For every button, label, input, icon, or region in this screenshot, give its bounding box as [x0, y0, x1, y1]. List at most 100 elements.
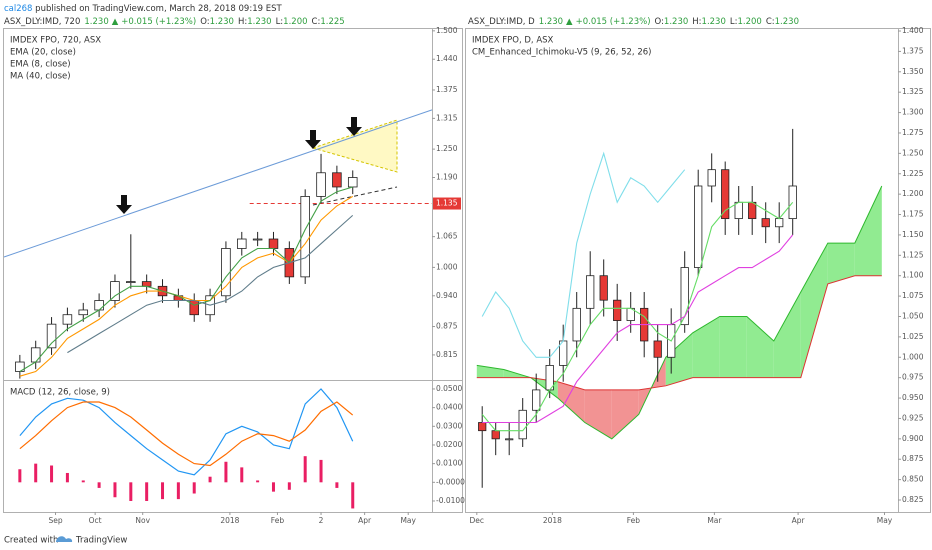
- histogram-bar: [81, 480, 85, 483]
- y-tick-label: 0.925: [902, 413, 924, 422]
- candle-body: [775, 218, 784, 228]
- candle-body: [94, 300, 104, 311]
- y-tick-label: -0.0100: [436, 496, 465, 505]
- cloud-segment: [557, 381, 585, 423]
- candle-body: [748, 201, 757, 220]
- cloud-edge: [476, 185, 883, 440]
- y-tick-label: 0.875: [436, 322, 458, 331]
- y-tick-label: 1.250: [436, 144, 458, 153]
- x-tick-label: Sep: [48, 516, 62, 525]
- y-tick-label: 1.000: [902, 352, 924, 361]
- footer-created: Created with: [4, 536, 58, 546]
- level-label: 1.135: [436, 199, 458, 208]
- x-tick-label: 2018: [220, 516, 239, 525]
- y-tick-label: 1.065: [436, 232, 458, 241]
- indicator-line: [67, 214, 354, 354]
- y-tick-label: 1.175: [902, 210, 924, 219]
- candle-body: [680, 267, 689, 326]
- arrow: [116, 195, 132, 214]
- stat-label: L:: [276, 17, 284, 27]
- y-tick-label: 1.100: [902, 271, 924, 280]
- author[interactable]: cal268: [4, 4, 32, 14]
- candle-body: [252, 238, 263, 241]
- change: +0.015 (+1.23%): [576, 17, 651, 27]
- indicator-line: [481, 151, 686, 358]
- histogram-bar: [192, 482, 196, 494]
- x-tick-label: 2: [319, 516, 324, 525]
- histogram-bar: [287, 482, 291, 490]
- cloud-edge: [476, 275, 882, 391]
- arrow: [346, 117, 362, 136]
- stat-value: 1.230: [664, 17, 688, 27]
- y-tick-label: 1.275: [902, 128, 924, 137]
- legend-entry: EMA (8, close): [10, 60, 71, 70]
- candle-body: [347, 177, 358, 188]
- y-tick-label: 0.900: [902, 434, 924, 443]
- y-tick-label: 1.375: [902, 46, 924, 55]
- candle-body: [694, 185, 703, 268]
- histogram-bar: [224, 461, 228, 483]
- macd-line: [19, 401, 354, 467]
- candle-body: [332, 172, 342, 188]
- candle-body: [478, 422, 487, 432]
- symbol-line: ASX_DLY:IMD, D 1.230 ▲ +0.015 (+1.23%) O:1.2…: [468, 17, 799, 27]
- trendline: [3, 109, 433, 258]
- stat-value: 1.230: [247, 17, 271, 27]
- candle-body: [599, 275, 608, 301]
- y-tick-label: 0.0500: [436, 384, 462, 393]
- histogram-bar: [351, 482, 355, 509]
- stat-label: O:: [655, 17, 664, 27]
- candle-body: [30, 347, 41, 363]
- y-tick-label: 1.300: [902, 108, 924, 117]
- candle-body: [316, 172, 326, 197]
- y-tick-label: 0.850: [902, 475, 924, 484]
- y-tick-label: 1.025: [902, 332, 924, 341]
- level-tag: [433, 197, 461, 210]
- candle-body: [653, 340, 662, 358]
- x-tick-label: Mar: [707, 516, 722, 525]
- symbol-line: ASX_DLY:IMD, 720 1.230 ▲ +0.015 (+1.23%) O:1…: [4, 17, 345, 27]
- x-tick-label: 2018: [543, 516, 562, 525]
- y-tick-label: 0.0100: [436, 459, 462, 468]
- dashed-drawing: [312, 186, 398, 206]
- histogram-bar: [319, 459, 323, 483]
- arrow: [305, 130, 321, 149]
- candle-body: [532, 389, 541, 411]
- right-frame: [465, 28, 931, 513]
- arrows: [116, 117, 362, 214]
- y-tick-label: 0.875: [902, 454, 924, 463]
- symbol: ASX_DLY:IMD, 720: [4, 17, 80, 27]
- histogram-bar: [50, 465, 54, 483]
- y-tick-label: 0.975: [902, 373, 924, 382]
- y-tick-label: 0.950: [902, 393, 924, 402]
- footer-brand[interactable]: TradingView: [75, 536, 127, 546]
- indicator-line: [19, 195, 353, 377]
- cloud-segment: [746, 316, 774, 378]
- stat-label: C:: [312, 17, 321, 27]
- legend-entry: MA (40, close): [10, 72, 71, 82]
- candle-body: [761, 218, 770, 228]
- y-tick-label: -0.0000: [436, 477, 465, 486]
- stat-label: L:: [730, 17, 738, 27]
- histogram-bar: [129, 482, 133, 501]
- candle-body: [268, 238, 279, 249]
- price: 1.230: [539, 17, 563, 27]
- change: +0.015 (+1.23%): [121, 17, 196, 27]
- triangle-drawing: [311, 119, 398, 173]
- indicator-line: [482, 234, 794, 424]
- candle-body: [613, 299, 622, 321]
- cloud-segment: [476, 365, 504, 378]
- candle-body: [518, 409, 527, 440]
- candle-body: [126, 281, 136, 283]
- candle-body: [62, 314, 73, 325]
- y-tick-label: 0.825: [902, 495, 924, 504]
- histogram-bar: [271, 482, 275, 492]
- x-tick-label: Dec: [470, 516, 485, 525]
- pane-title: MACD (12, 26, close, 9): [10, 388, 110, 398]
- arrow: ▲: [112, 17, 119, 27]
- published: published on TradingView.com, March 28, …: [35, 4, 282, 14]
- pane-title: IMDEX FPO, D, ASX: [472, 36, 554, 46]
- candle-body: [46, 323, 57, 349]
- candle-body: [189, 300, 199, 316]
